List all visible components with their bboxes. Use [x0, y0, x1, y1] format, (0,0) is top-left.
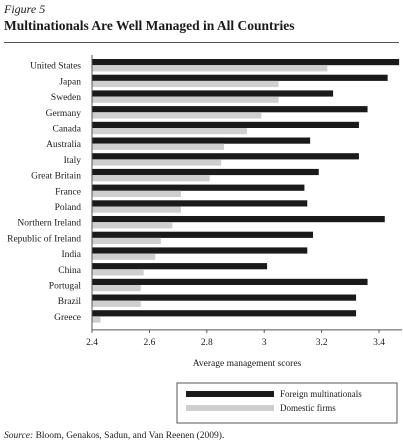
category-label: Republic of Ireland	[7, 233, 81, 244]
legend-label: Foreign multinationals	[280, 389, 362, 399]
bar-foreign-multinationals	[92, 59, 400, 66]
x-tick-label: 3	[262, 338, 267, 348]
bar-domestic-firms	[92, 316, 101, 323]
category-label: United States	[30, 62, 81, 72]
category-label: Northern Ireland	[17, 219, 81, 229]
bar-domestic-firms	[92, 237, 161, 245]
x-tick-label: 2.8	[201, 338, 213, 348]
category-label: Portugal	[49, 282, 82, 292]
bar-foreign-multinationals	[92, 263, 268, 270]
bar-domestic-firms	[92, 80, 279, 88]
legend-box	[176, 382, 398, 424]
category-labels: United States Japan Sweden Germany Canada Aus…	[7, 62, 82, 323]
bar-domestic-firms	[92, 143, 225, 150]
source-tag: Source:	[4, 431, 34, 441]
legend-label: Domestic firms	[280, 403, 336, 413]
category-label: Great Britain	[31, 172, 81, 182]
bar-foreign-multinationals	[92, 121, 359, 128]
source-text: Bloom, Genakos, Sadun, and Van Reenen (2…	[33, 431, 225, 441]
bar-chart: United States Japan Sweden Germany Canada Aus…	[7, 55, 402, 424]
x-tick-label: 3.4	[373, 338, 385, 348]
category-label: Australia	[46, 140, 82, 150]
figure-title: Multinationals Are Well Managed in All C…	[4, 18, 295, 33]
legend-swatch-domestic	[186, 405, 274, 411]
figure-label: Figure 5	[4, 2, 46, 16]
x-tick-label: 2.4	[86, 338, 98, 348]
bar-foreign-multinationals	[92, 184, 305, 191]
category-label: Italy	[64, 156, 82, 166]
bar-domestic-firms	[92, 128, 247, 135]
bar-foreign-multinationals	[92, 294, 357, 301]
bar-foreign-multinationals	[92, 74, 388, 81]
category-label: Japan	[59, 77, 81, 87]
category-label: Brazil	[58, 297, 82, 307]
title-rule	[4, 42, 399, 43]
category-label: France	[55, 187, 81, 197]
bar-foreign-multinationals	[92, 137, 311, 144]
bar-foreign-multinationals	[92, 90, 334, 97]
bar-domestic-firms	[92, 65, 328, 72]
bar-domestic-firms	[92, 269, 144, 276]
category-label: India	[61, 250, 81, 260]
x-axis: 2.4 2.6 2.8 3 3.2 3.4	[86, 55, 402, 348]
x-axis-title: Average management scores	[193, 359, 302, 369]
category-label: Greece	[54, 313, 81, 323]
bar-foreign-multinationals	[92, 153, 359, 160]
bar-foreign-multinationals	[92, 216, 385, 223]
bar-foreign-multinationals	[92, 247, 308, 254]
bar-foreign-multinationals	[92, 310, 357, 317]
bar-domestic-firms	[92, 96, 279, 103]
category-label: China	[58, 266, 81, 276]
x-tick-label: 2.6	[143, 338, 155, 348]
bar-domestic-firms	[92, 206, 181, 213]
bar-domestic-firms	[92, 159, 222, 166]
bar-domestic-firms	[92, 190, 181, 197]
category-label: Canada	[53, 125, 82, 135]
category-label: Poland	[55, 203, 82, 213]
bar-foreign-multinationals	[92, 231, 314, 238]
bar-domestic-firms	[92, 253, 156, 260]
bar-domestic-firms	[92, 222, 173, 229]
category-label: Sweden	[51, 93, 81, 103]
legend-swatch-foreign	[186, 391, 274, 397]
bar-domestic-firms	[92, 175, 210, 182]
bar-domestic-firms	[92, 300, 141, 307]
bar-foreign-multinationals	[92, 168, 319, 176]
bar-foreign-multinationals	[92, 200, 308, 207]
bar-domestic-firms	[92, 112, 262, 119]
category-label: Germany	[46, 109, 82, 119]
source-note: Source: Bloom, Genakos, Sadun, and Van R…	[4, 431, 224, 441]
bar-foreign-multinationals	[92, 106, 368, 113]
bar-foreign-multinationals	[92, 278, 368, 285]
legend: Foreign multinationals Domestic firms	[176, 382, 398, 424]
bars-group	[92, 59, 400, 323]
x-tick-label: 3.2	[316, 338, 328, 348]
bar-domestic-firms	[92, 285, 141, 292]
